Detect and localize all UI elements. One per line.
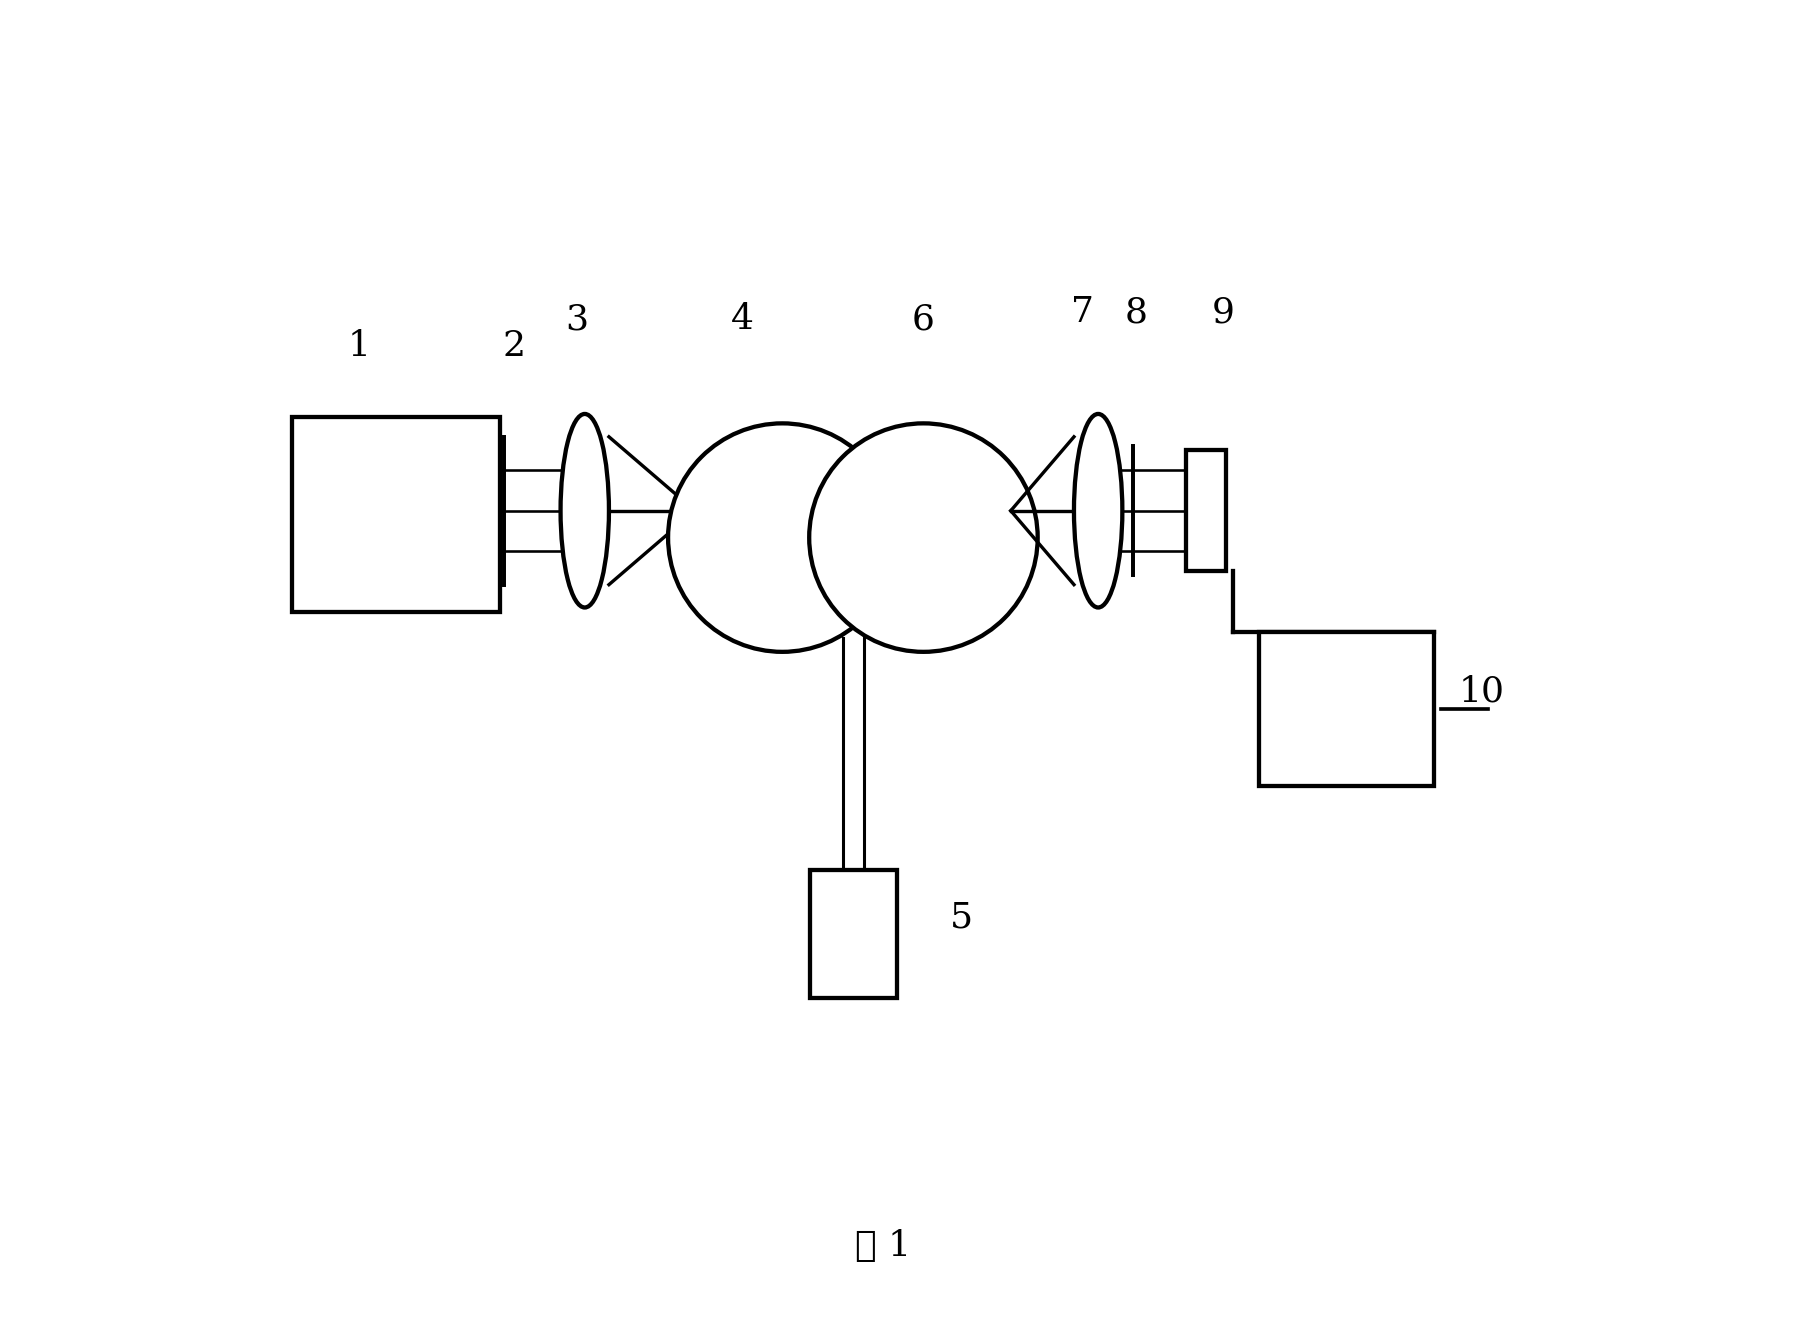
Bar (1185, 450, 1227, 571)
Text: 9: 9 (1212, 296, 1234, 329)
Text: 3: 3 (566, 302, 588, 336)
Bar (291, 417, 500, 612)
Text: 2: 2 (502, 329, 524, 363)
Text: 图 1: 图 1 (855, 1230, 912, 1263)
Bar (810, 871, 897, 997)
Circle shape (668, 423, 897, 652)
Text: 8: 8 (1125, 296, 1147, 329)
Text: 5: 5 (950, 900, 974, 934)
Circle shape (810, 423, 1037, 652)
Ellipse shape (1074, 414, 1123, 607)
Text: 4: 4 (730, 302, 753, 336)
Text: 6: 6 (912, 302, 935, 336)
Text: 1: 1 (348, 329, 371, 363)
Text: 7: 7 (1070, 296, 1094, 329)
Ellipse shape (561, 414, 610, 607)
Bar (1259, 632, 1434, 786)
Text: 10: 10 (1458, 675, 1505, 708)
